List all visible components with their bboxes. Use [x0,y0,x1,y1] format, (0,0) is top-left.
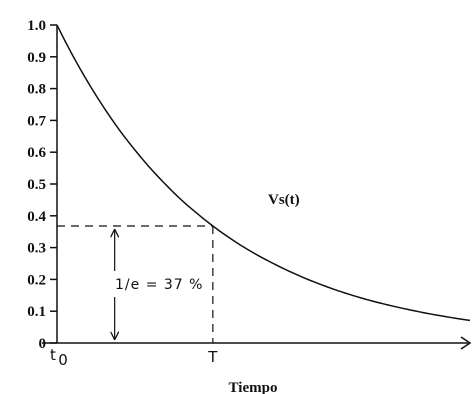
annotation-background [110,271,210,297]
y-tick-label: 0.1 [27,304,46,320]
y-tick-label: 0.9 [27,50,46,66]
x-tick-label-origin: t [50,346,56,364]
annotation-label: 1/e = 37 % [115,277,203,293]
x-tick-label-tau: T [207,348,218,366]
series-line-vs [56,24,471,322]
series-label: Vs(t) [268,192,300,208]
y-tick-label: 1.0 [27,18,46,34]
y-tick-label: 0.6 [27,145,46,161]
x-axis-arrow-icon [460,336,472,350]
y-tick-label: 0.7 [27,113,46,129]
y-tick-label: 0.3 [27,241,46,257]
x-tick-label-origin-subscript: 0 [58,351,68,369]
y-tick-label: 0 [39,336,47,352]
y-tick-label: 0.8 [27,82,46,98]
y-tick-label: 0.2 [27,272,46,288]
y-tick-label: 0.5 [27,177,46,193]
y-tick-label: 0.4 [27,209,46,225]
y-ticks: 0 0.1 0.2 0.3 0.4 0.5 0.6 0.7 0.8 0.9 1.0 [27,18,57,352]
x-axis-title: Tiempo [229,380,278,394]
